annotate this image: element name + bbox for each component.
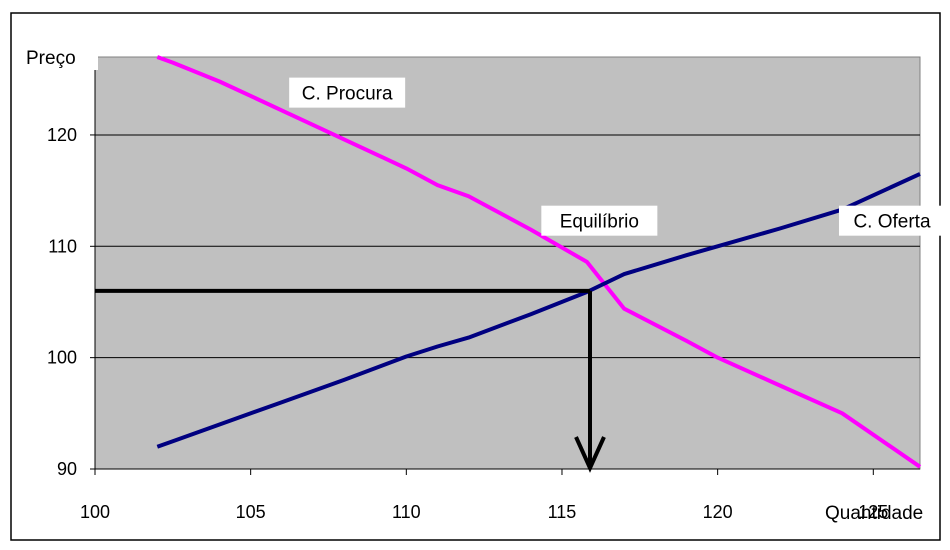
y-axis-label: Preço [26, 48, 76, 69]
equilibrium-markers [95, 288, 606, 473]
series-line-c-procura [156, 55, 922, 469]
annotation-box [541, 205, 658, 236]
annotation-label: Equilíbrio [560, 212, 639, 233]
tick-labels: 90 100 110 120 100 105 110 115 120 125 [47, 125, 888, 522]
x-tick-label: 105 [236, 502, 266, 522]
annotation-box [289, 77, 406, 108]
y-tick-label: 120 [47, 125, 77, 145]
x-axis-label: Quantidade [825, 503, 923, 524]
annotation-label: C. Oferta [853, 212, 931, 233]
x-tick-label: 110 [392, 502, 421, 522]
annotations: C. Procura Equilíbrio C. Oferta [289, 77, 945, 236]
x-tick-label: 100 [80, 502, 110, 522]
x-tick-label: 120 [703, 502, 733, 522]
y-tick-label: 100 [47, 348, 77, 368]
series-line-c-oferta [156, 172, 921, 449]
x-tick-label: 125 [858, 502, 888, 522]
y-tick-label: 110 [48, 236, 77, 256]
x-tick-label: 115 [548, 502, 577, 522]
annotation-label: C. Procura [302, 84, 393, 105]
series-lines [156, 55, 922, 469]
annotation-box [838, 205, 945, 236]
gridlines [95, 134, 920, 359]
axes [94, 57, 920, 470]
y-axis-label-bg [22, 42, 98, 70]
plot-area [94, 56, 921, 470]
axis-labels: Preço Quantidade [22, 42, 923, 524]
y-tick-label: 90 [57, 459, 77, 479]
arrow-down-icon [574, 436, 606, 473]
